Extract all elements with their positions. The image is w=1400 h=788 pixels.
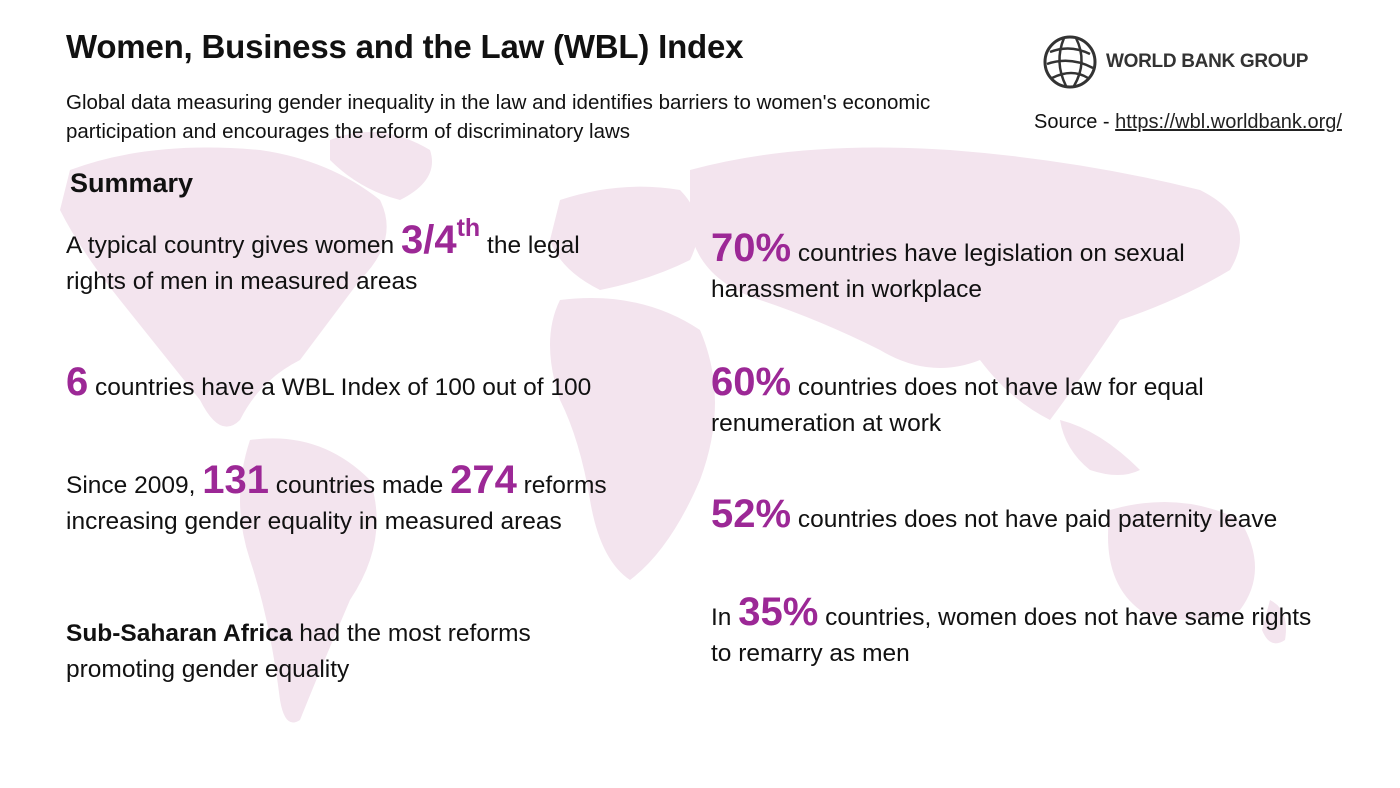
stat-text: countries made (268, 472, 451, 499)
stat-region-name: Sub-Saharan Africa (66, 620, 293, 647)
world-bank-logo: WORLD BANK GROUP (1042, 34, 1308, 90)
stat-text: countries, women does not have same righ… (711, 604, 1312, 667)
stat-text: the legal rights of men in measured area… (66, 232, 580, 295)
stat-text: A typical country gives women (66, 232, 401, 259)
stat-text: Since 2009, (66, 472, 203, 499)
stat-highlight: 70% (711, 226, 792, 270)
stat-harassment: 70% countries have legislation on sexual… (711, 228, 1311, 308)
source-label: Source - (1034, 111, 1116, 133)
stat-highlight: 60% (711, 360, 792, 404)
stat-text: countries does not have law for equal re… (711, 374, 1204, 437)
stat-rights-fraction: A typical country gives women 3/4th the … (66, 216, 626, 300)
stat-perfect-score: 6 countries have a WBL Index of 100 out … (66, 362, 666, 406)
stat-highlight: 52% (711, 492, 792, 536)
stat-paternity: 52% countries does not have paid paterni… (711, 494, 1371, 538)
stat-text: had the most reforms promoting gender eq… (66, 620, 531, 683)
globe-icon (1043, 35, 1097, 89)
logo-text: WORLD BANK GROUP (1106, 51, 1309, 72)
stat-region: Sub-Saharan Africa had the most reforms … (66, 616, 586, 688)
stat-text: In (711, 604, 739, 631)
stat-highlight-2: 274 (450, 458, 517, 502)
stat-highlight: 3/4th (401, 214, 481, 262)
stat-text: reforms increasing gender equality in me… (66, 472, 607, 535)
stat-text: countries have legislation on sexual har… (711, 240, 1185, 303)
source-link[interactable]: https://wbl.worldbank.org/ (1115, 111, 1342, 133)
stat-highlight: 131 (202, 458, 269, 502)
stat-highlight: 35% (738, 590, 819, 634)
page-title: Women, Business and the Law (WBL) Index (66, 28, 744, 65)
stat-superscript: th (456, 214, 481, 242)
stat-text: countries does not have paid paternity l… (791, 506, 1278, 533)
page-subtitle: Global data measuring gender inequality … (66, 91, 931, 143)
stat-reforms: Since 2009, 131 countries made 274 refor… (66, 460, 646, 540)
stat-text: countries have a WBL Index of 100 out of… (88, 374, 592, 401)
stat-remarry: In 35% countries, women does not have sa… (711, 592, 1331, 672)
stat-remuneration: 60% countries does not have law for equa… (711, 362, 1311, 442)
source-line: Source - https://wbl.worldbank.org/ (1034, 111, 1342, 134)
summary-heading: Summary (70, 168, 194, 198)
stat-highlight: 6 (66, 360, 89, 404)
